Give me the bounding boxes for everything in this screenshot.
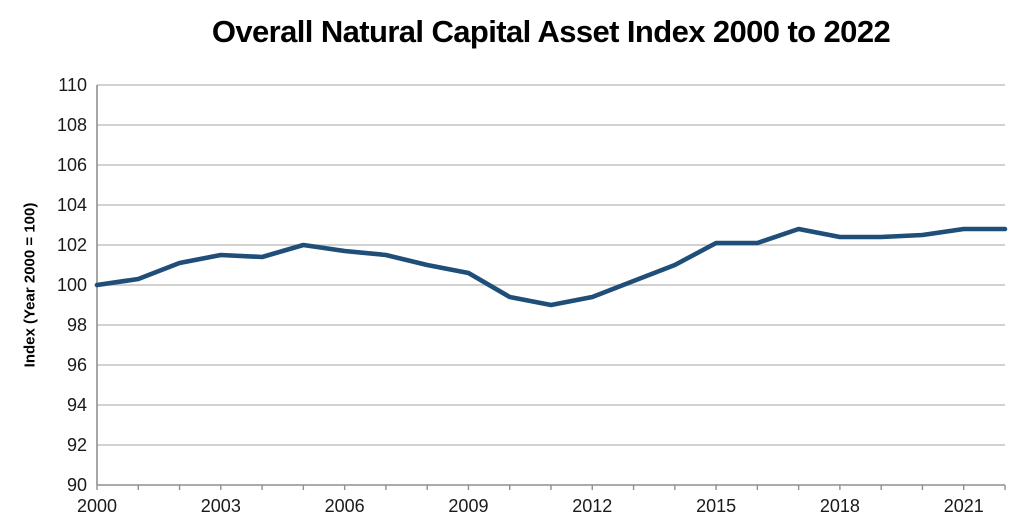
y-tick-label: 96 <box>67 355 87 375</box>
x-axis-ticks <box>96 485 1006 490</box>
x-tick-label: 2009 <box>448 496 488 516</box>
x-tick-labels: 2000 2003 2006 2009 2012 2015 2018 2021 <box>77 496 984 516</box>
y-tick-label: 98 <box>67 315 87 335</box>
y-tick-label: 110 <box>58 75 87 95</box>
y-tick-label: 100 <box>57 275 87 295</box>
y-tick-label: 90 <box>67 475 87 495</box>
x-tick-label: 2015 <box>696 496 736 516</box>
x-tick-label: 2006 <box>325 496 365 516</box>
y-gridlines <box>97 84 1005 446</box>
y-tick-labels: 90 92 94 96 98 100 102 104 106 108 110 <box>57 75 87 495</box>
index-line <box>94 226 1008 308</box>
y-tick-label: 108 <box>57 115 87 135</box>
x-tick-label: 2012 <box>572 496 612 516</box>
x-tick-label: 2018 <box>820 496 860 516</box>
x-tick-label: 2000 <box>77 496 117 516</box>
y-tick-label: 104 <box>57 195 87 215</box>
x-tick-label: 2003 <box>201 496 241 516</box>
chart-title: Overall Natural Capital Asset Index 2000… <box>211 14 891 49</box>
y-tick-label: 106 <box>57 155 87 175</box>
y-tick-label: 102 <box>57 235 87 255</box>
y-tick-label: 94 <box>67 395 87 415</box>
y-tick-label: 92 <box>67 435 87 455</box>
x-tick-label: 2021 <box>944 496 984 516</box>
